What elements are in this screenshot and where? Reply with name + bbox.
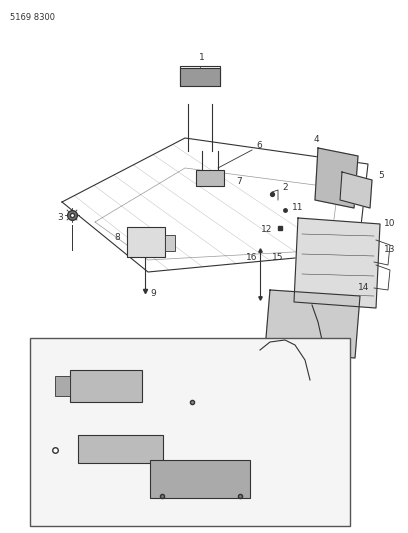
Text: 12: 12 [261, 225, 272, 235]
Text: 19: 19 [199, 496, 211, 505]
Bar [165, 235, 175, 251]
Text: 6: 6 [256, 141, 262, 149]
Text: 1: 1 [199, 53, 205, 62]
Text: 13: 13 [384, 246, 395, 254]
Polygon shape [315, 148, 358, 208]
Text: 7: 7 [236, 177, 242, 187]
Text: 14: 14 [358, 284, 369, 293]
Text: 18: 18 [229, 431, 241, 440]
Text: 3: 3 [57, 214, 63, 222]
Polygon shape [265, 290, 360, 358]
Text: 11: 11 [292, 204, 304, 213]
Text: 15: 15 [272, 254, 284, 262]
Bar [127, 227, 165, 257]
Text: 19: 19 [174, 395, 186, 405]
Text: 20: 20 [290, 366, 302, 375]
Bar [30, 338, 350, 526]
Text: 24: 24 [34, 454, 45, 463]
Text: 4: 4 [313, 135, 319, 144]
Text: 19: 19 [254, 351, 266, 359]
Bar [196, 170, 224, 186]
Text: 10: 10 [384, 220, 395, 229]
Polygon shape [294, 218, 380, 308]
Text: 9: 9 [150, 288, 156, 297]
Text: 8: 8 [114, 232, 120, 241]
Text: 2: 2 [282, 183, 288, 192]
Bar [78, 435, 163, 463]
Text: 5: 5 [378, 171, 384, 180]
Text: 5169 8300: 5169 8300 [10, 13, 55, 22]
Bar [150, 460, 250, 498]
Text: 16: 16 [246, 254, 258, 262]
Bar [55, 376, 70, 396]
Bar [180, 68, 220, 86]
Text: 17: 17 [219, 451, 231, 461]
Text: 21: 21 [229, 408, 241, 416]
Polygon shape [340, 172, 372, 208]
Text: 23: 23 [114, 456, 126, 464]
Text: 22: 22 [100, 360, 112, 369]
Bar [70, 370, 142, 402]
